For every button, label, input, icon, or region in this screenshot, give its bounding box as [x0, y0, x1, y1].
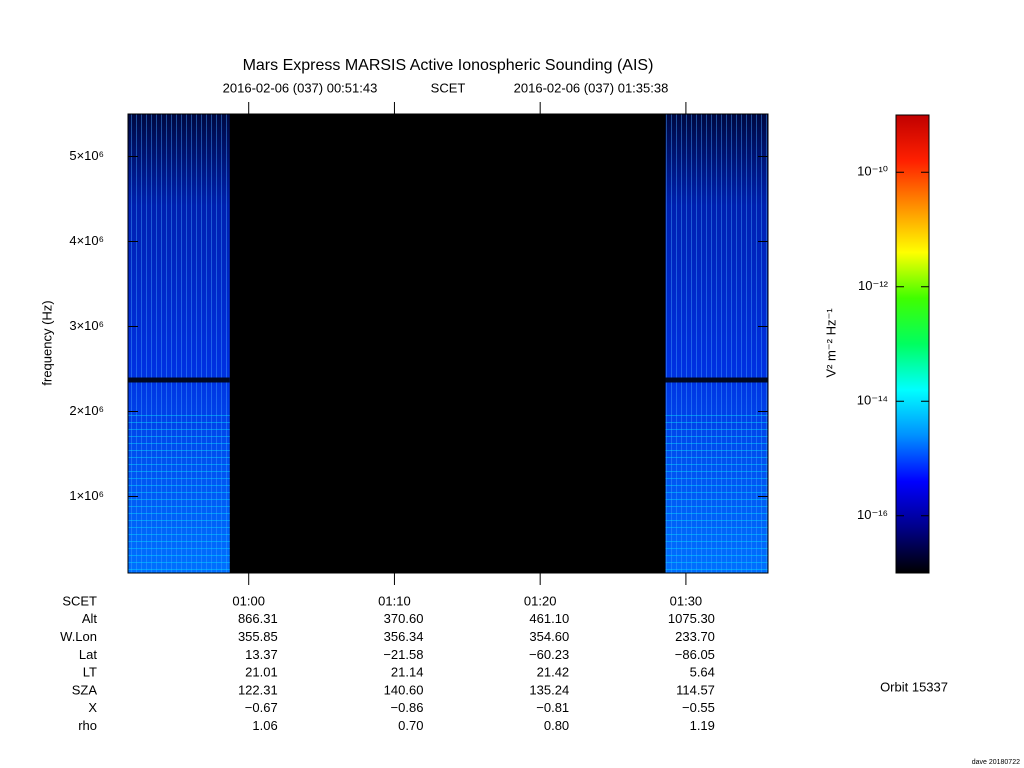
y-tick-label: 4×10⁶ [69, 233, 104, 248]
ephemeris-value: −0.86 [391, 700, 424, 715]
colorbar [895, 114, 930, 574]
ephemeris-value: 461.10 [529, 611, 569, 626]
ephemeris-value: 13.37 [245, 647, 278, 662]
time-system: SCET [431, 80, 466, 95]
start-time: 2016-02-06 (037) 00:51:43 [223, 80, 378, 95]
ephemeris-label: X [88, 700, 97, 715]
ephemeris-value: 135.24 [529, 682, 569, 697]
ephemeris-label: SZA [72, 682, 98, 697]
plot-background [128, 114, 768, 573]
orbit-label: Orbit 15337 [880, 679, 948, 694]
segment-texture [128, 377, 230, 383]
ephemeris-value: −0.81 [536, 700, 569, 715]
ephemeris-value: 1.19 [690, 718, 715, 733]
x-tick-label: 01:30 [670, 593, 703, 608]
y-tick-label: 5×10⁶ [69, 148, 104, 163]
x-tick-label: 01:10 [378, 593, 411, 608]
ephemeris-value: 114.57 [676, 682, 715, 697]
ephemeris-value: 21.01 [245, 665, 278, 680]
ephemeris-label: Alt [82, 611, 98, 626]
chart-title: Mars Express MARSIS Active Ionospheric S… [243, 57, 654, 74]
plot-frame [127, 113, 769, 574]
ephemeris-value: 122.31 [238, 682, 278, 697]
ephemeris-value: 866.31 [238, 611, 278, 626]
ephemeris-label: W.Lon [60, 629, 97, 644]
ephemeris-value: −21.58 [383, 647, 423, 662]
ephemeris-label: Lat [79, 647, 97, 662]
footer: dave 20180722 [972, 759, 1020, 766]
ephemeris-value: −86.05 [675, 647, 715, 662]
ephemeris-label: rho [78, 718, 97, 733]
ephemeris-value: 5.64 [690, 665, 715, 680]
colorbar-tick-label: 10⁻¹⁰ [857, 164, 888, 179]
colorbar-label: V² m⁻² Hz⁻¹ [823, 308, 838, 378]
y-tick-label: 2×10⁶ [69, 403, 104, 418]
y-tick-label: 1×10⁶ [69, 488, 104, 503]
ephemeris-value: 0.70 [398, 718, 423, 733]
colorbar-tick-label: 10⁻¹² [858, 278, 889, 293]
ephemeris-value: −60.23 [529, 647, 569, 662]
segment-texture [665, 411, 768, 573]
ephemeris-value: 356.34 [384, 629, 424, 644]
end-time: 2016-02-06 (037) 01:35:38 [514, 80, 669, 95]
ephemeris-value: 1075.30 [668, 611, 715, 626]
colorbar-tick-label: 10⁻¹⁴ [857, 393, 888, 408]
ephemeris-value: 21.42 [537, 665, 570, 680]
ephemeris-value: 21.14 [391, 665, 424, 680]
x-tick-label: 01:00 [232, 593, 265, 608]
ephemeris-value: −0.55 [682, 700, 715, 715]
ephemeris-value: 140.60 [384, 682, 424, 697]
ephemeris-value: 0.80 [544, 718, 569, 733]
x-tick-label: 01:20 [524, 593, 557, 608]
ephemeris-value: 233.70 [675, 629, 715, 644]
ephemeris-value: −0.67 [245, 700, 278, 715]
y-axis-label: frequency (Hz) [39, 300, 54, 385]
colorbar-tick-label: 10⁻¹⁶ [857, 507, 888, 522]
segment-texture [665, 377, 768, 383]
ephemeris-value: 370.60 [384, 611, 424, 626]
segment-texture [128, 411, 230, 573]
ephemeris-value: 355.85 [238, 629, 278, 644]
y-tick-label: 3×10⁶ [69, 318, 104, 333]
ephemeris-value: 354.60 [529, 629, 569, 644]
ephemeris-label: LT [83, 665, 97, 680]
ephemeris-value: 1.06 [252, 718, 277, 733]
ephemeris-label: SCET [62, 593, 97, 608]
